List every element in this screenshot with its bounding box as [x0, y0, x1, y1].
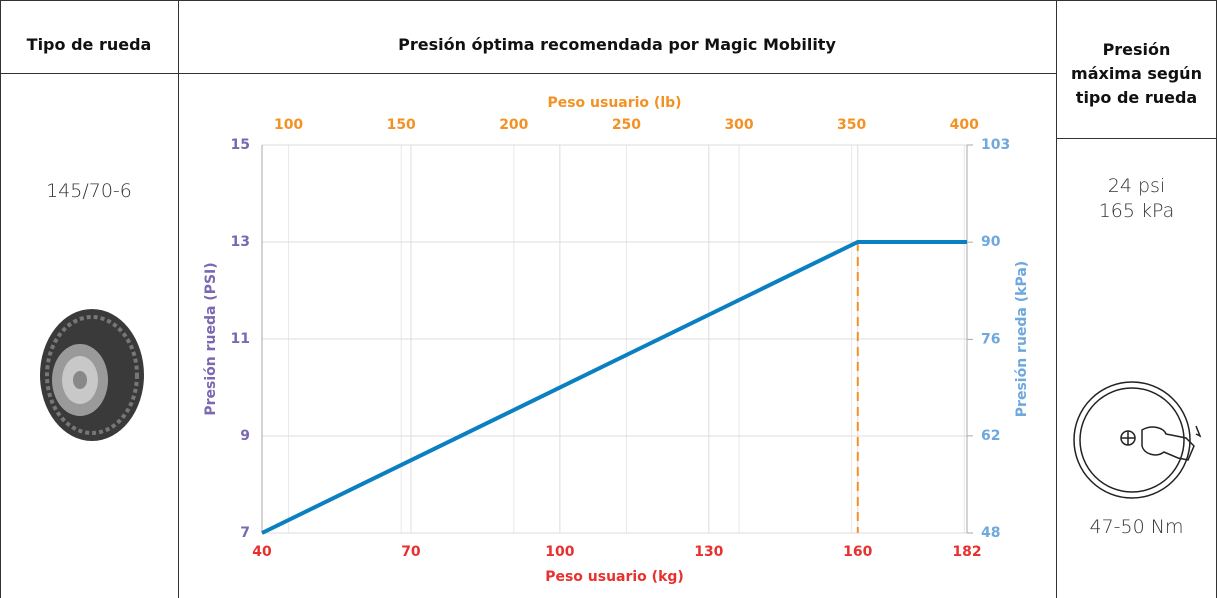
x-tick-label: 130 [694, 544, 723, 560]
torque: 47-50 Nm [1089, 516, 1184, 538]
pressure: 24 psi [1107, 175, 1166, 197]
border [0, 0, 1217, 1]
chart: 7 9 11 13 15 48 62 76 90 103 40 70 100 130 160 182 100 15… [203, 95, 1030, 585]
y2-tick-label: 76 [981, 331, 1000, 347]
x-tick-label: 100 [545, 544, 574, 560]
x2-tick-label: 250 [612, 117, 641, 133]
header: Tipo de rueda [26, 35, 152, 54]
y2-tick-label: 90 [981, 234, 1001, 250]
border [1056, 0, 1057, 598]
border [0, 73, 1056, 74]
y-axis-title: Presión rueda (PSI) [203, 262, 219, 415]
border [0, 0, 1, 598]
header: Presión óptima recomendada por Magic Mob… [398, 35, 836, 54]
pressure: 165 kPa [1098, 200, 1175, 222]
x-tick-label: 160 [843, 544, 872, 560]
wheel-type: 145/70-6 [46, 180, 132, 202]
y-tick-label: 7 [240, 525, 250, 541]
x2-tick-label: 150 [387, 117, 416, 133]
y2-tick-label: 103 [981, 137, 1010, 153]
x2-tick-label: 100 [274, 117, 303, 133]
data-line [261, 240, 967, 535]
x2-axis-title: Peso usuario (lb) [547, 95, 681, 111]
x-tick-label: 182 [952, 544, 981, 560]
y2-tick-label: 48 [981, 525, 1000, 541]
y-tick-label: 15 [231, 137, 250, 153]
y-tick-label: 9 [240, 428, 250, 444]
x2-tick-label: 300 [724, 117, 753, 133]
x-axis-title: Peso usuario (kg) [545, 569, 684, 585]
wrench-icon [1073, 381, 1202, 499]
x-tick-label: 70 [401, 544, 421, 560]
header: Presión máxima según tipo de rueda [1071, 40, 1202, 107]
border [1056, 138, 1217, 139]
y2-tick-label: 62 [981, 428, 1000, 444]
x2-tick-label: 350 [837, 117, 866, 133]
y-tick-label: 11 [231, 331, 250, 347]
x2-tick-label: 200 [499, 117, 528, 133]
border [178, 0, 179, 598]
tire-image [40, 309, 144, 441]
x-tick-label: 40 [252, 544, 272, 560]
x2-tick-label: 400 [950, 117, 979, 133]
y2-axis-title: Presión rueda (kPa) [1014, 261, 1030, 417]
y-tick-label: 13 [231, 234, 250, 250]
